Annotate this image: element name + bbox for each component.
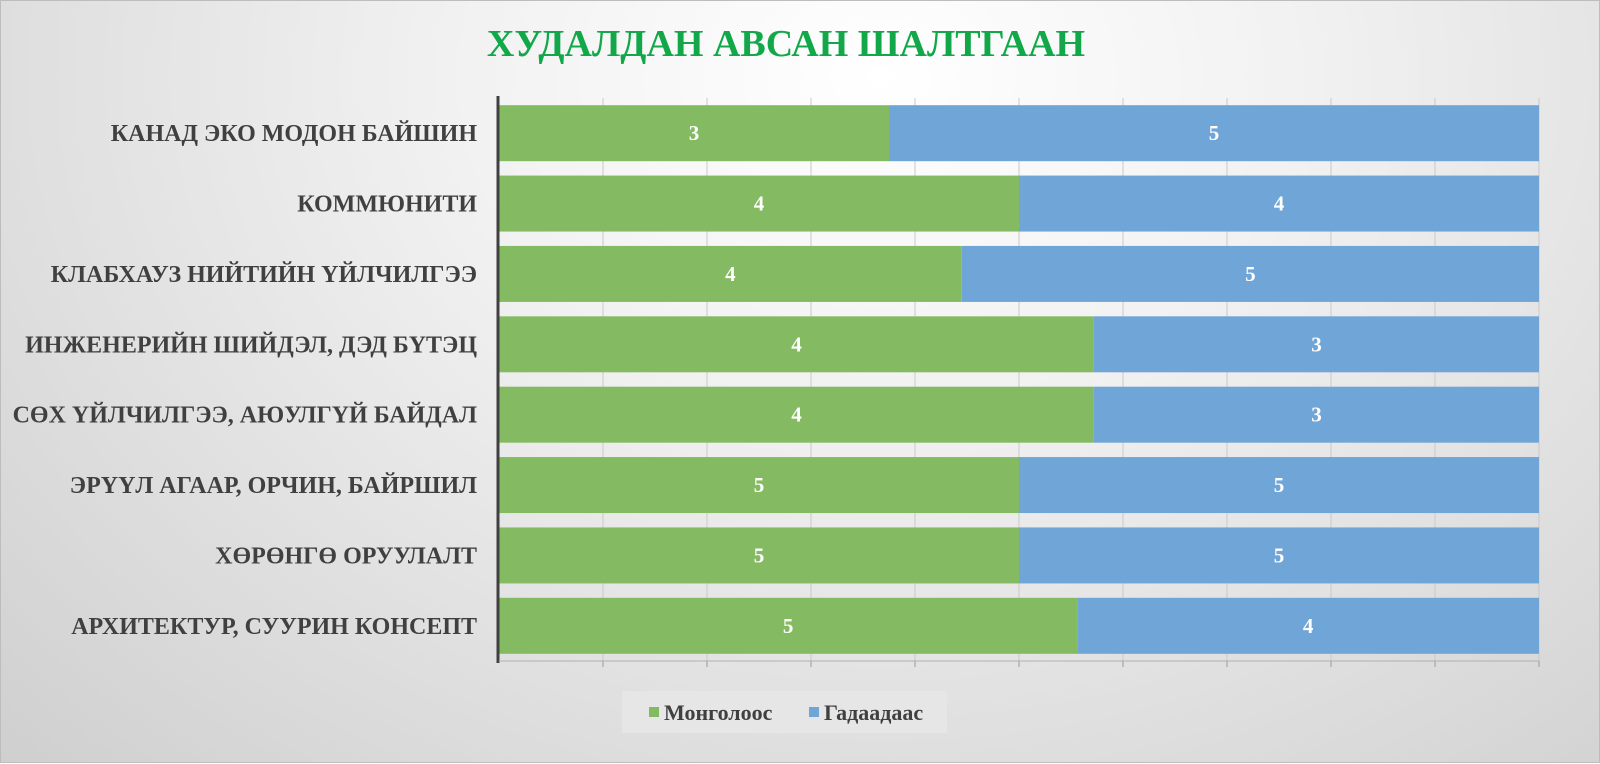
category-label: КЛАБХАУЗ НИЙТИЙН ҮЙЛЧИЛГЭЭ — [51, 262, 477, 288]
bar-segment-mongolia — [499, 175, 1019, 232]
data-label: 4 — [1274, 192, 1285, 216]
data-label: 5 — [1209, 121, 1220, 145]
bar-segment-mongolia — [499, 316, 1094, 373]
data-label: 4 — [791, 332, 802, 356]
legend-label: Монголоос — [664, 700, 773, 725]
legend-box — [622, 691, 947, 733]
bar-segment-foreign — [1093, 316, 1539, 373]
data-label: 5 — [783, 614, 794, 638]
data-label: 4 — [791, 403, 802, 427]
data-label: 3 — [689, 121, 700, 145]
legend-swatch-foreign — [809, 707, 819, 717]
data-label: 5 — [1274, 543, 1285, 567]
bar-segment-mongolia — [499, 457, 1019, 514]
data-label: 3 — [1311, 332, 1322, 356]
category-label: ХӨРӨНГӨ ОРУУЛАЛТ — [215, 543, 477, 569]
data-label: 4 — [725, 262, 736, 286]
data-label: 5 — [1245, 262, 1256, 286]
data-label: 4 — [754, 192, 765, 216]
bar-segment-mongolia — [499, 245, 962, 302]
category-label: ИНЖЕНЕРИЙН ШИЙДЭЛ, ДЭД БҮТЭЦ — [25, 332, 477, 358]
category-label: СӨХ ҮЙЛЧИЛГЭЭ, АЮУЛГҮЙ БАЙДАЛ — [13, 403, 478, 429]
bar-segment-foreign — [1019, 175, 1539, 232]
bar-segment-foreign — [889, 105, 1539, 162]
bar-segment-mongolia — [499, 386, 1094, 443]
category-label: КОММЮНИТИ — [297, 192, 477, 218]
bar-segment-foreign — [1019, 527, 1539, 584]
data-label: 5 — [754, 473, 765, 497]
bar-segment-foreign — [1019, 457, 1539, 514]
data-label: 5 — [1274, 473, 1285, 497]
data-label: 5 — [754, 543, 765, 567]
bar-segment-mongolia — [499, 527, 1019, 584]
bar-segment-foreign — [1093, 386, 1539, 443]
bar-segment-foreign — [961, 245, 1539, 302]
bar-segment-mongolia — [499, 105, 889, 162]
data-label: 3 — [1311, 403, 1322, 427]
bar-segment-mongolia — [499, 597, 1078, 654]
category-label: ЭРҮҮЛ АГААР, ОРЧИН, БАЙРШИЛ — [70, 473, 477, 499]
bar-segment-foreign — [1077, 597, 1539, 654]
category-label: АРХИТЕКТУР, СУУРИН КОНСЕПТ — [71, 614, 477, 640]
legend-label: Гадаадаас — [824, 700, 923, 725]
category-label: КАНАД ЭКО МОДОН БАЙШИН — [111, 121, 478, 147]
data-label: 4 — [1303, 614, 1314, 638]
chart-title: ХУДАЛДАН АВСАН ШАЛТГААН — [487, 23, 1085, 65]
legend-swatch-mongolia — [649, 707, 659, 717]
